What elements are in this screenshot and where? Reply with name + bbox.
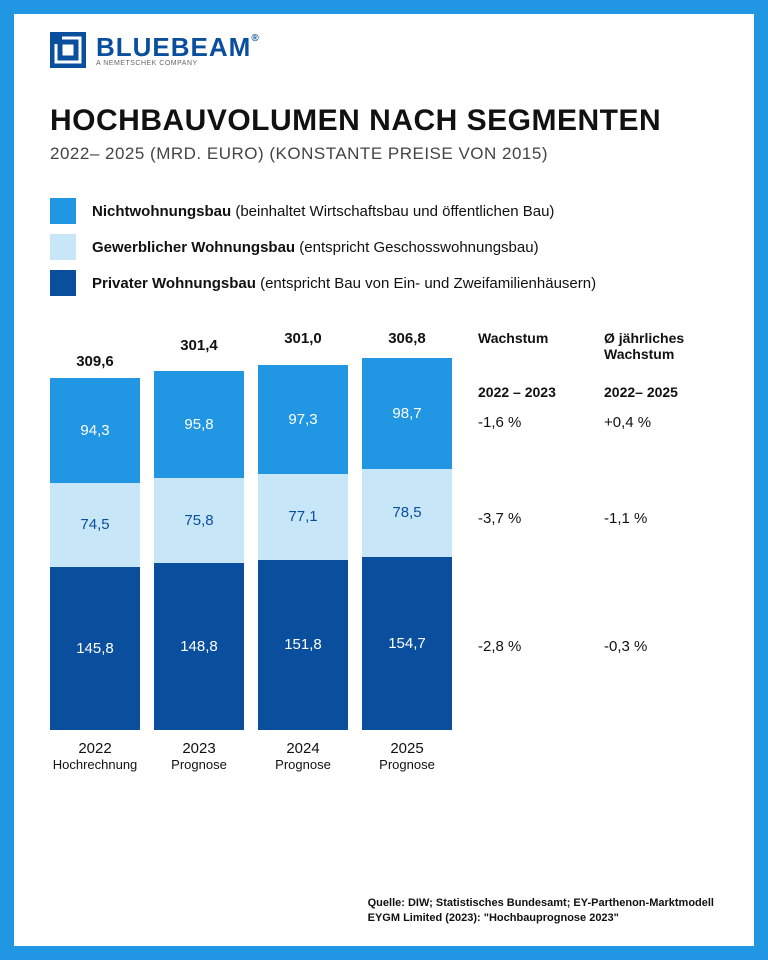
- bar-x-sub: Prognose: [275, 757, 331, 772]
- bar-x-sub: Prognose: [171, 757, 227, 772]
- bar-total-label: 301,4: [180, 337, 218, 354]
- growth-row: -3,7 % -1,1 %: [478, 510, 710, 527]
- bar-segment-nicht: 97,3: [258, 365, 348, 474]
- legend-label: Gewerblicher Wohnungsbau (entspricht Ges…: [92, 239, 539, 256]
- bar-x-year: 2025: [390, 740, 423, 757]
- chart-area: 309,6 94,374,5145,8 2022Hochrechnung 301,4 9…: [50, 330, 718, 772]
- source-citation: Quelle: DIW; Statistisches Bundesamt; EY…: [368, 896, 714, 926]
- brand-logo: BLUEBEAM® A NEMETSCHEK COMPANY: [50, 32, 718, 68]
- bar-column: 301,4 95,875,8148,8 2023Prognose: [154, 337, 244, 772]
- growth-value: -2,8 %: [478, 638, 584, 655]
- page-subtitle: 2022– 2025 (MRD. EURO) (KONSTANTE PREISE…: [50, 144, 718, 164]
- bar-segment-gewerb: 77,1: [258, 474, 348, 560]
- bar-segment-nicht: 95,8: [154, 371, 244, 478]
- growth-value: -1,1 %: [604, 510, 710, 527]
- bar-segment-gewerb: 78,5: [362, 469, 452, 557]
- bar-segment-nicht: 94,3: [50, 378, 140, 484]
- legend-label: Privater Wohnungsbau (entspricht Bau von…: [92, 275, 596, 292]
- bar-segment-gewerb: 74,5: [50, 483, 140, 566]
- growth-header-2: Ø jährliches Wachstum: [604, 330, 710, 362]
- growth-subheader-1: 2022 – 2023: [478, 384, 584, 400]
- bluebeam-icon: [50, 32, 86, 68]
- bar-segment-privat: 148,8: [154, 563, 244, 730]
- bar-segment-privat: 151,8: [258, 560, 348, 730]
- bar-x-sub: Hochrechnung: [53, 757, 138, 772]
- bar-segment-gewerb: 75,8: [154, 478, 244, 563]
- bar-stack: 95,875,8148,8: [154, 371, 244, 730]
- brand-name: BLUEBEAM®: [96, 34, 260, 60]
- bar-total-label: 306,8: [388, 330, 426, 347]
- legend-label: Nichtwohnungsbau (beinhaltet Wirtschafts…: [92, 203, 554, 220]
- brand-tagline: A NEMETSCHEK COMPANY: [96, 60, 260, 67]
- legend-item: Nichtwohnungsbau (beinhaltet Wirtschafts…: [50, 198, 718, 224]
- bar-total-label: 309,6: [76, 353, 114, 370]
- legend-item: Privater Wohnungsbau (entspricht Bau von…: [50, 270, 718, 296]
- bar-segment-privat: 145,8: [50, 567, 140, 730]
- bar-column: 306,8 98,778,5154,7 2025Prognose: [362, 330, 452, 772]
- bar-x-year: 2024: [286, 740, 319, 757]
- growth-value: +0,4 %: [604, 414, 710, 431]
- growth-row: -1,6 % +0,4 %: [478, 414, 710, 431]
- page-frame: BLUEBEAM® A NEMETSCHEK COMPANY HOCHBAUVO…: [0, 0, 768, 960]
- growth-header-1: Wachstum: [478, 330, 584, 362]
- bar-x-year: 2023: [182, 740, 215, 757]
- growth-row: -2,8 % -0,3 %: [478, 638, 710, 655]
- stacked-bar-chart: 309,6 94,374,5145,8 2022Hochrechnung 301,4 9…: [50, 330, 452, 772]
- growth-subheader-2: 2022– 2025: [604, 384, 710, 400]
- bar-column: 301,0 97,377,1151,8 2024Prognose: [258, 330, 348, 772]
- growth-value: -0,3 %: [604, 638, 710, 655]
- bar-x-sub: Prognose: [379, 757, 435, 772]
- growth-value: -3,7 %: [478, 510, 584, 527]
- bar-x-year: 2022: [78, 740, 111, 757]
- bar-segment-nicht: 98,7: [362, 358, 452, 469]
- growth-table: Wachstum Ø jährliches Wachstum 2022 – 20…: [470, 330, 710, 655]
- bar-stack: 97,377,1151,8: [258, 365, 348, 730]
- bar-stack: 94,374,5145,8: [50, 378, 140, 730]
- page-title: HOCHBAUVOLUMEN NACH SEGMENTEN: [50, 104, 718, 138]
- legend-swatch-privat: [50, 270, 76, 296]
- legend: Nichtwohnungsbau (beinhaltet Wirtschafts…: [50, 198, 718, 296]
- bar-total-label: 301,0: [284, 330, 322, 347]
- bar-stack: 98,778,5154,7: [362, 358, 452, 730]
- legend-swatch-nicht: [50, 198, 76, 224]
- bar-segment-privat: 154,7: [362, 557, 452, 730]
- growth-value: -1,6 %: [478, 414, 584, 431]
- legend-item: Gewerblicher Wohnungsbau (entspricht Ges…: [50, 234, 718, 260]
- legend-swatch-gewerb: [50, 234, 76, 260]
- bar-column: 309,6 94,374,5145,8 2022Hochrechnung: [50, 353, 140, 772]
